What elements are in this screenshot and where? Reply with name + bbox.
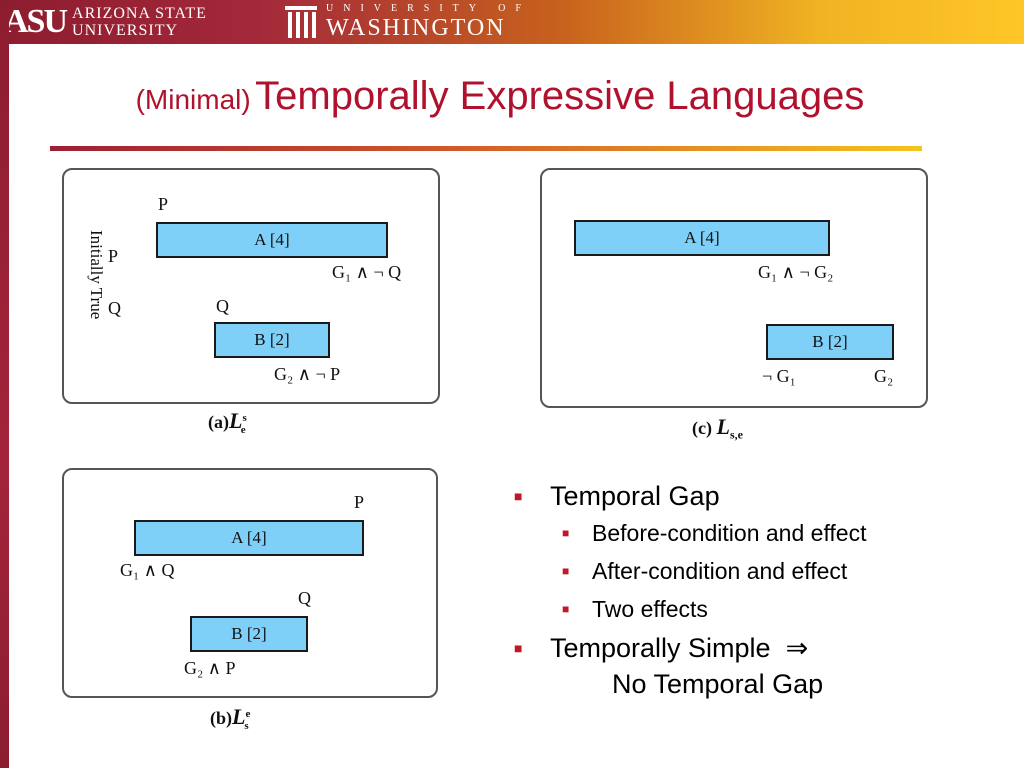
slide-title: (Minimal) Temporally Expressive Language… [0, 74, 1000, 119]
fig-a-cond-b: G₂ ∧ ¬ P [274, 364, 341, 384]
fig-a-caption-prefix: (a) [208, 412, 229, 432]
sub-bullet-1: ■ Before-condition and effect [512, 514, 1012, 552]
figure-a: Initially True P Q P A [4] G₁ ∧ ¬ Q Q B … [62, 168, 442, 438]
figure-a-frame [62, 168, 440, 404]
fig-b-q-mid: Q [298, 588, 311, 608]
fig-b-caption-sub: s [244, 719, 249, 732]
fig-c-bar-a: A [4] [574, 220, 830, 256]
fig-a-p-left: P [108, 246, 119, 266]
sub-bullet-3: ■ Two effects [512, 590, 1012, 628]
initially-true-label: Initially True [87, 230, 106, 320]
bullet-item-1-text: Temporal Gap [550, 481, 720, 511]
column-icon [285, 6, 317, 38]
figure-b-frame [62, 468, 438, 698]
fig-b-caption-symbol: L [232, 704, 246, 729]
asu-logo: ASU ARIZONA STATE UNIVERSITY [4, 2, 207, 42]
fig-b-cond-b: G₂ ∧ P [184, 658, 236, 678]
fig-c-cond-b1: ¬ G₁ [762, 366, 796, 386]
square-bullet-icon: ■ [514, 640, 523, 656]
fig-a-caption: (a)Lse [208, 408, 247, 436]
fig-c-caption-symbol: L [716, 414, 730, 439]
square-bullet-icon: ■ [514, 488, 523, 504]
fig-c-cond-b2: G₂ [874, 366, 894, 386]
asu-mark: ASU [4, 3, 68, 40]
title-main: Temporally Expressive Languages [255, 74, 865, 118]
figure-c: A [4] G₁ ∧ ¬ G₂ B [2] ¬ G₁ G₂ (c) Ls,e [540, 168, 940, 448]
bullet-list: ■ Temporal Gap ■ Before-condition and ef… [512, 478, 1012, 702]
bullet-item-2-text: Temporally Simple ⇒ [550, 633, 809, 663]
sub-bullet-2: ■ After-condition and effect [512, 552, 1012, 590]
fig-b-bar-a: A [4] [134, 520, 364, 556]
square-bullet-icon: ■ [562, 564, 570, 578]
title-prefix: (Minimal) [135, 84, 251, 115]
fig-c-bar-b: B [2] [766, 324, 894, 360]
fig-b-cond-a: G₁ ∧ Q [120, 560, 175, 580]
uw-logo: UNIVERSITY OF WASHINGTON [282, 0, 531, 44]
fig-b-caption-prefix: (b) [210, 708, 232, 728]
fig-c-caption: (c) Ls,e [692, 414, 743, 443]
asu-name-line2: UNIVERSITY [72, 22, 179, 39]
fig-a-cond-a: G₁ ∧ ¬ Q [332, 262, 402, 282]
fig-a-bar-b: B [2] [214, 322, 330, 358]
uw-wordmark: UNIVERSITY OF WASHINGTON [326, 3, 531, 41]
uw-line2: WASHINGTON [326, 15, 506, 41]
header-banner: ASU ARIZONA STATE UNIVERSITY UNIVERSITY … [0, 0, 1024, 44]
fig-c-caption-sub: s,e [729, 427, 743, 442]
title-divider [50, 146, 922, 151]
fig-b-p-top: P [354, 492, 365, 512]
fig-a-caption-sub: e [240, 423, 246, 436]
fig-a-q-left: Q [108, 298, 121, 318]
fig-c-cond-a: G₁ ∧ ¬ G₂ [758, 262, 834, 282]
fig-c-caption-prefix: (c) [692, 418, 712, 438]
asu-name-line1: ARIZONA STATE [72, 5, 207, 22]
bullet-item-2: ■ Temporally Simple ⇒ [512, 630, 1012, 666]
fig-a-caption-sup: s [242, 412, 247, 424]
figure-c-frame [540, 168, 928, 408]
square-bullet-icon: ■ [562, 526, 570, 540]
fig-a-bar-a: A [4] [156, 222, 388, 258]
sub-bullet-3-text: Two effects [592, 596, 708, 622]
square-bullet-icon: ■ [562, 602, 570, 616]
sub-bullet-1-text: Before-condition and effect [592, 520, 867, 546]
figure-b: P A [4] G₁ ∧ Q Q B [2] G₂ ∧ P (b)Les [62, 468, 442, 738]
bullet-item-1: ■ Temporal Gap [512, 478, 1012, 514]
fig-b-caption-sup: e [245, 708, 251, 720]
fig-a-caption-symbol: L [229, 408, 243, 433]
sub-bullet-2-text: After-condition and effect [592, 558, 848, 584]
asu-name: ARIZONA STATE UNIVERSITY [72, 5, 207, 39]
fig-b-bar-b: B [2] [190, 616, 308, 652]
fig-a-q-mid: Q [216, 296, 229, 316]
left-accent-bar [0, 0, 9, 768]
fig-a-p-top: P [158, 194, 169, 214]
uw-line1: UNIVERSITY OF [326, 3, 531, 14]
bullet-item-2-continuation: No Temporal Gap [612, 669, 824, 699]
fig-b-caption: (b)Les [210, 704, 251, 732]
